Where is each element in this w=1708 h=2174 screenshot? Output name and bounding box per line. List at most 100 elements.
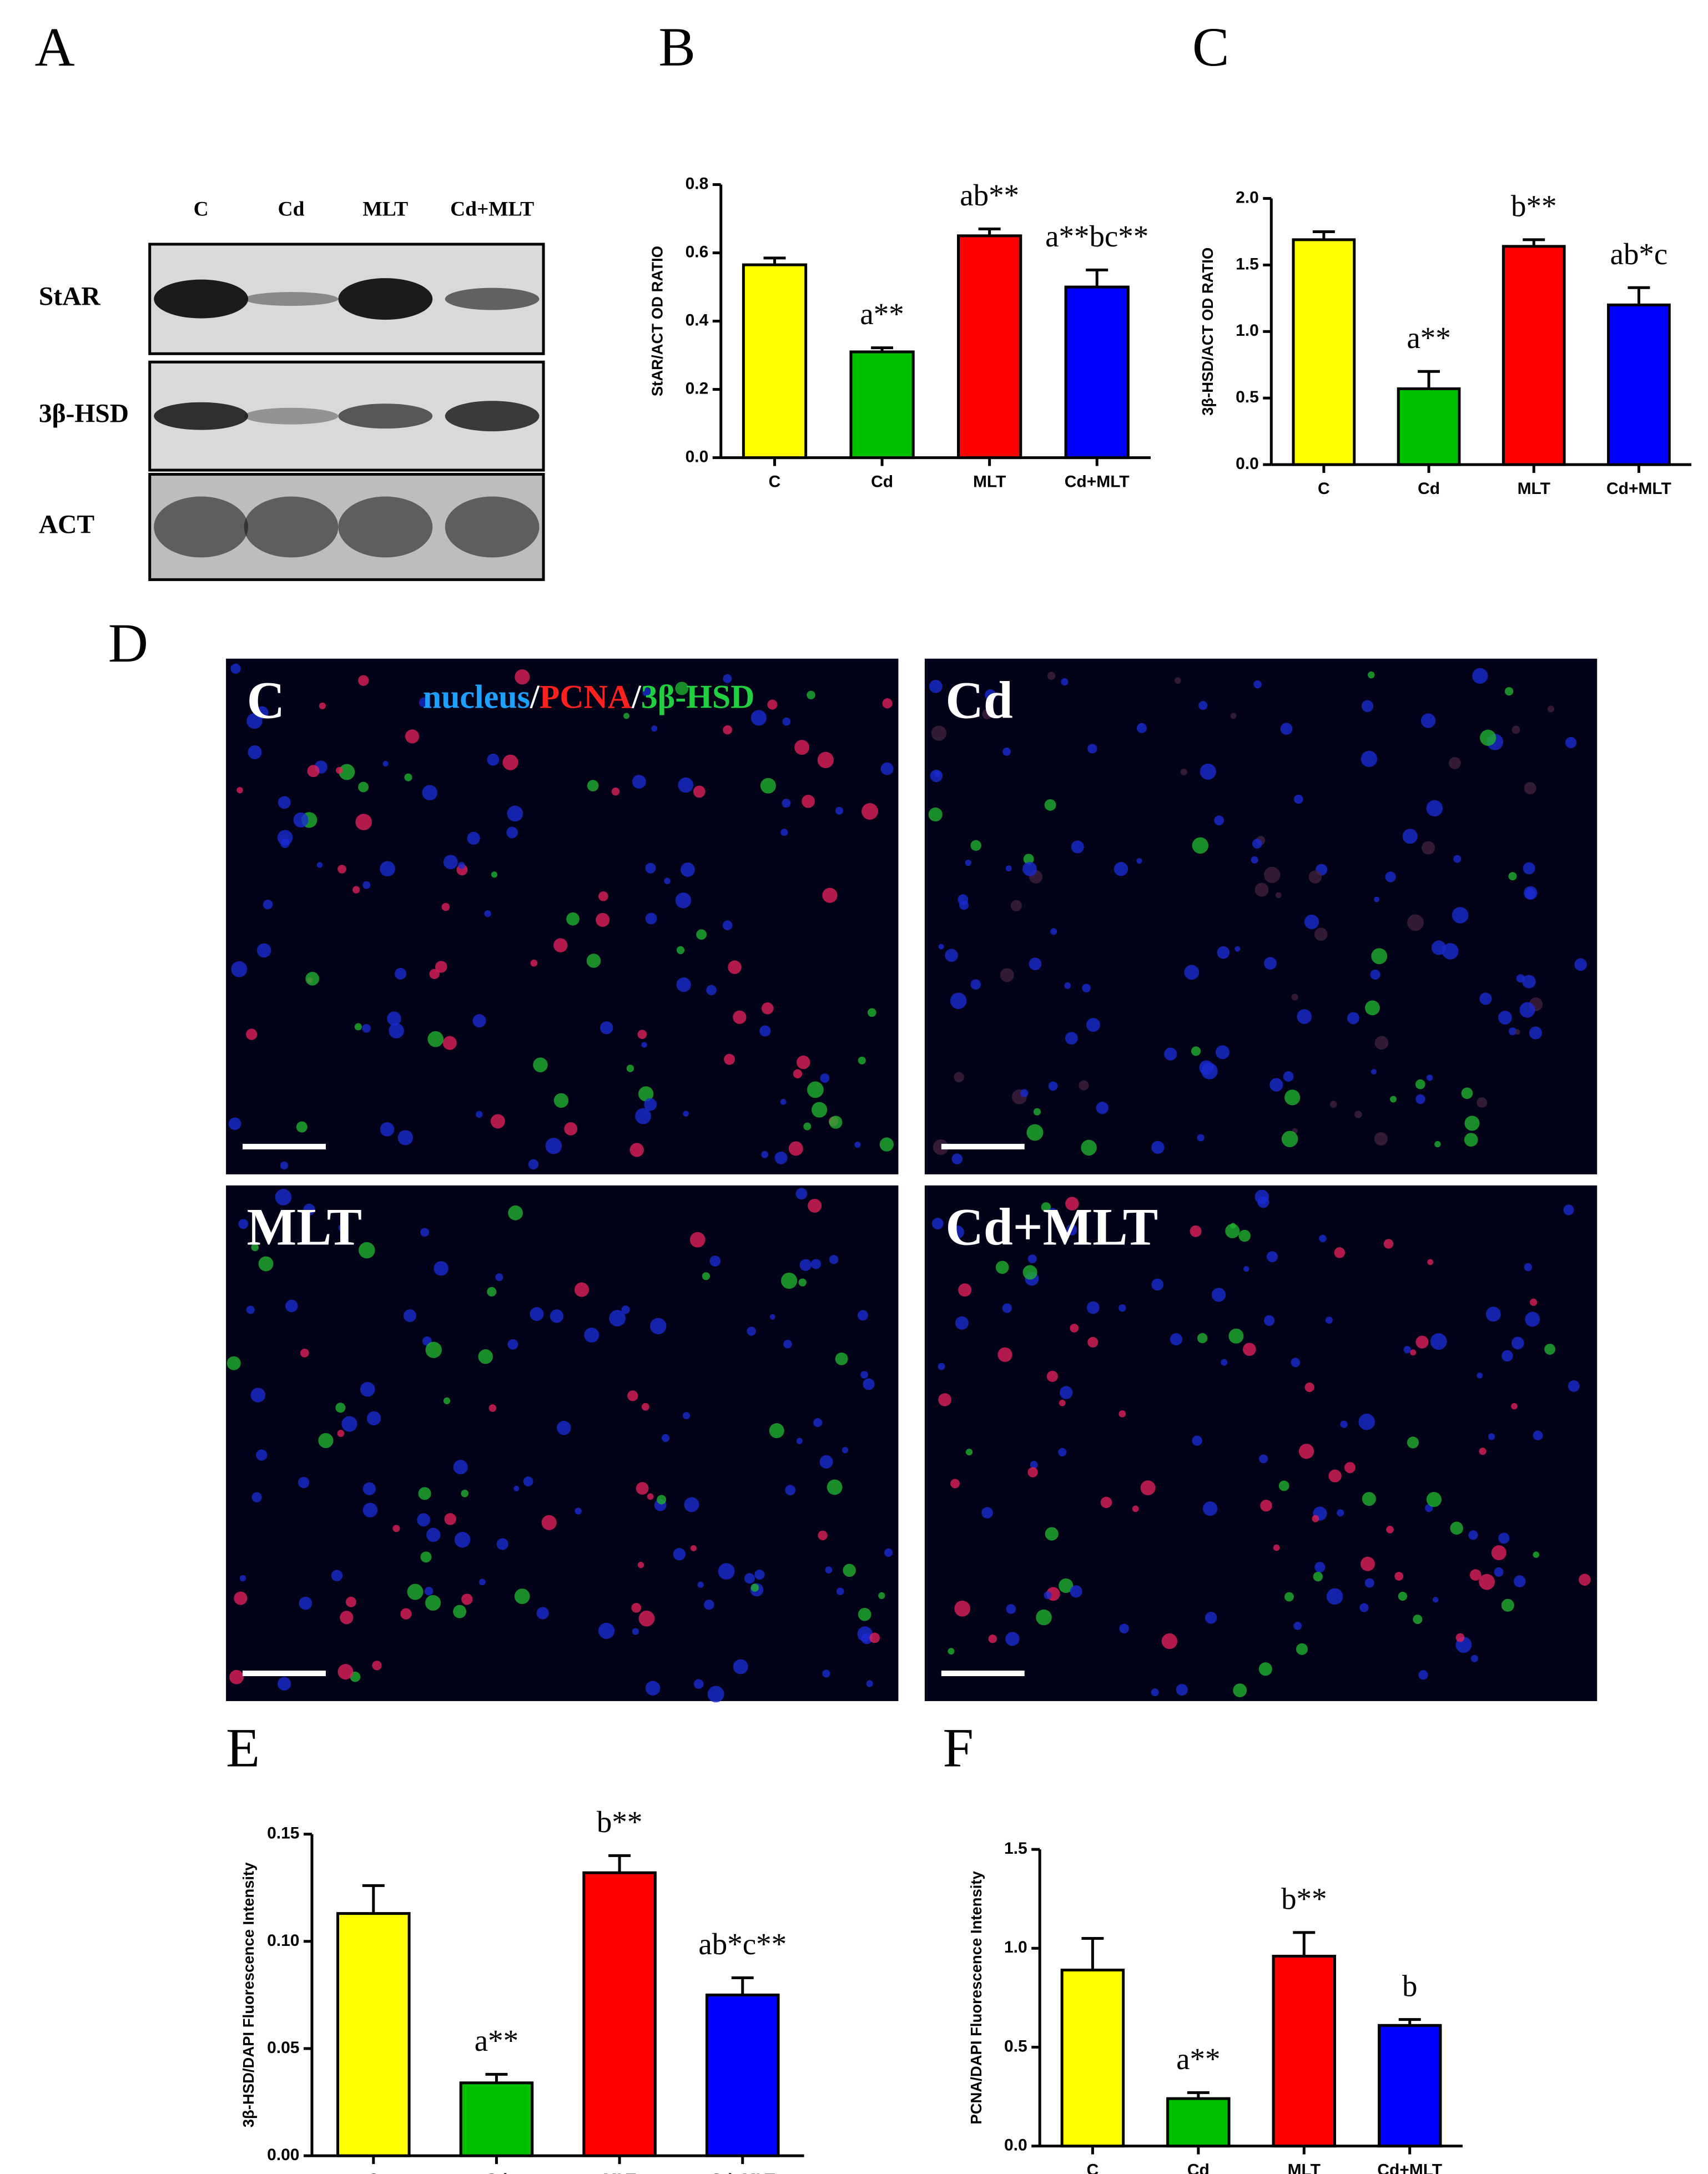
cell [305,972,319,986]
cell [723,725,732,735]
cell [1294,794,1303,804]
row-label: ACT [39,510,94,539]
cell [427,1031,444,1047]
cell [1563,1204,1574,1215]
cell [1205,1612,1217,1624]
x-tick-label: C [769,472,781,491]
cell [1296,1643,1308,1655]
cell [424,1587,434,1596]
legend-part: PCNA [540,678,632,715]
cell [533,1057,548,1072]
band [154,279,249,319]
cell [1304,914,1319,930]
cell [1410,1349,1417,1356]
cell [609,1310,626,1326]
cell [1096,1102,1109,1114]
cell [230,663,241,674]
cell [1407,1436,1419,1449]
x-tick-label: C [1318,480,1330,498]
cell [1002,1237,1009,1243]
cell [1579,1573,1591,1586]
cell [858,1607,871,1621]
cell [1280,723,1293,735]
cell [256,1449,268,1461]
cell [338,1223,347,1233]
cell [1027,1254,1037,1264]
cell [553,938,568,952]
lane-label: Cd [278,198,305,221]
cell [861,803,878,820]
cell [982,709,992,719]
cell [366,1411,381,1426]
cell [825,1566,833,1574]
cell [965,1449,973,1456]
bar [582,1871,657,2157]
cell [793,1069,803,1078]
cell [392,1525,400,1532]
cell [1514,1029,1520,1035]
cell [1472,668,1488,684]
cell [857,1626,873,1642]
cell [380,861,395,877]
cell [644,1098,657,1111]
cell [280,1161,289,1170]
cell [997,1347,1012,1362]
cell [955,1316,969,1330]
cell [1498,1532,1510,1544]
cell [586,954,601,968]
cell [285,1299,298,1313]
cell [1407,914,1424,931]
cell [1514,1575,1526,1587]
cell [761,1002,774,1015]
cell [621,1305,630,1314]
cell [1202,1501,1218,1516]
cell [938,1393,951,1406]
cell [319,702,326,709]
cell [443,855,458,870]
cell [807,1081,824,1098]
cell [1041,1202,1051,1212]
cell [246,1305,255,1314]
cell [553,1093,569,1108]
cell [641,1042,647,1048]
cell [598,891,608,901]
cell [1360,1556,1375,1571]
cell [1354,1111,1362,1118]
cell [1170,1333,1183,1346]
bar [1292,238,1356,466]
cell [596,912,610,927]
cell [934,770,941,777]
cell [632,775,646,789]
cell [635,1108,652,1124]
cell [664,877,671,885]
y-tick-label: 0.0 [1236,455,1259,473]
cell [867,1008,876,1017]
cell [1362,1492,1376,1506]
cell [316,862,323,868]
cell [1044,799,1056,811]
cell [458,861,465,869]
significance-label: a**bc** [1045,219,1148,253]
cell [1230,1223,1236,1229]
panel-letter: F [943,1717,974,1779]
significance-label: a** [475,2024,518,2057]
cell [754,1570,765,1580]
band [445,401,540,432]
cell [442,1036,457,1050]
cell [419,697,429,708]
cell [564,1122,578,1136]
cell [854,1141,861,1148]
cell [1211,1288,1226,1302]
cell [1504,687,1514,696]
cell [1087,1336,1099,1348]
cell [750,1583,759,1592]
band [244,496,339,558]
cell [1319,1234,1327,1243]
cell [1217,946,1230,959]
cell [1426,1075,1433,1081]
cell [487,753,500,766]
cell [476,1111,483,1118]
cell [951,1153,963,1164]
bar [849,350,915,460]
micrograph-label: Cd [945,670,1012,729]
